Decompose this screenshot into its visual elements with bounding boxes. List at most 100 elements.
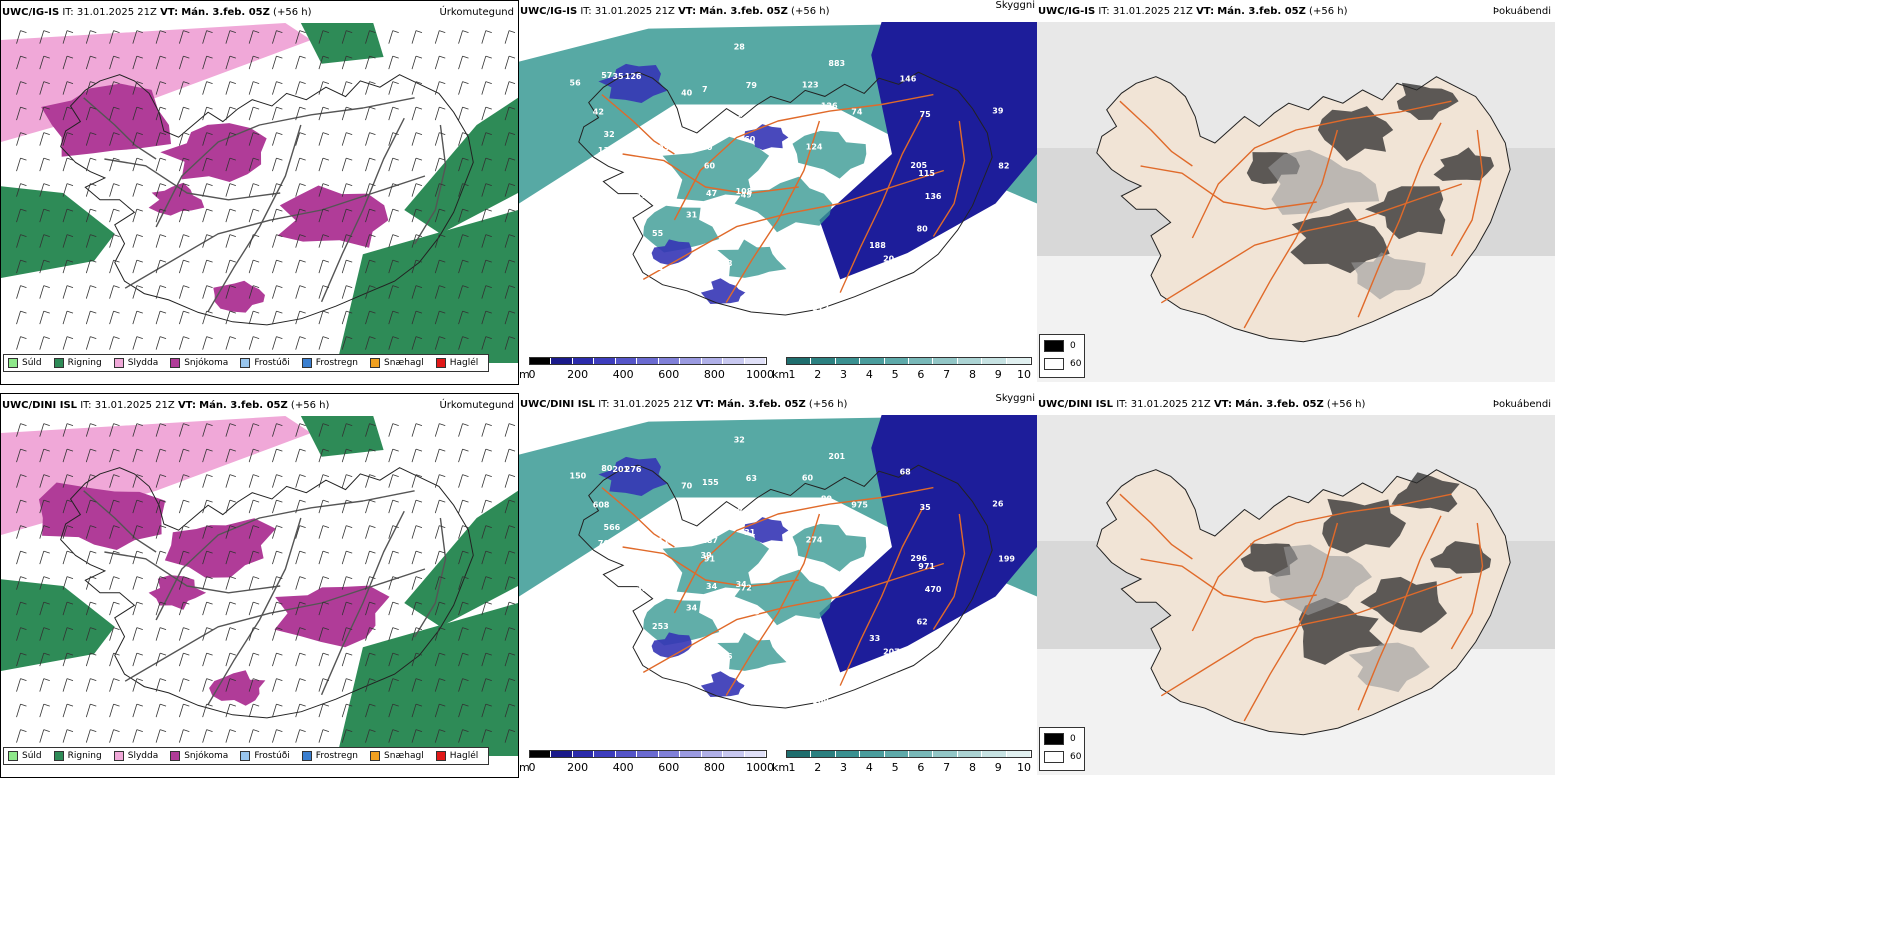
station-value: 88 xyxy=(821,281,833,290)
station-value: 164 xyxy=(957,261,974,270)
map-panel-fog-index-top: UWC/IG-IS IT: 31.01.2025 21Z VT: Mán. 3.… xyxy=(1037,0,1555,385)
legend-swatch xyxy=(301,358,312,368)
map-area xyxy=(1,23,518,363)
legend-item: Súld xyxy=(8,751,42,761)
legend-swatch xyxy=(370,751,381,761)
legend-item: Snæhagl xyxy=(370,751,424,761)
init-time: 31.01.2025 21Z xyxy=(1112,6,1193,17)
station-value: 111 xyxy=(652,537,669,546)
station-value: 62 xyxy=(766,682,777,691)
ceiling-tick: 200 xyxy=(567,761,589,774)
legend-label: Frostúði xyxy=(254,751,290,761)
station-value: 60 xyxy=(704,161,716,170)
station-value: 197 xyxy=(613,641,630,650)
visibility-tick: 8 xyxy=(968,368,976,381)
init-time: 31.01.2025 21Z xyxy=(94,400,175,411)
model-name: UWC/DINI ISL xyxy=(1038,399,1114,410)
legend-item: Slydda xyxy=(113,751,158,761)
station-value: 296 xyxy=(910,554,927,563)
visibility-unit: km xyxy=(772,368,790,381)
map-panel-precip-type-bottom: UWC/DINI ISL IT: 31.01.2025 21Z VT: Mán.… xyxy=(0,393,519,778)
station-value: 31 xyxy=(744,528,756,537)
ceiling-tick: 600 xyxy=(658,761,680,774)
legend-item: 60 xyxy=(1044,751,1081,763)
ceiling-tick: 800 xyxy=(703,761,725,774)
station-value: 126 xyxy=(625,72,642,81)
ceiling-tick: 200 xyxy=(567,368,589,381)
it-label: IT: xyxy=(1098,6,1110,17)
visibility-tick: 1 xyxy=(788,368,796,381)
station-value: 155 xyxy=(702,478,719,487)
legend-swatch xyxy=(240,751,251,761)
init-time: 31.01.2025 21Z xyxy=(594,6,675,17)
station-value: 62 xyxy=(655,127,666,136)
map-area: 231 220 274 150 199 197 187 59 296 274 253 164 62 68 6… xyxy=(519,415,1037,745)
ceiling-tick: 1000 xyxy=(746,761,774,774)
station-value: 41 xyxy=(708,215,720,224)
station-value: 136 xyxy=(718,203,735,212)
vt-label: VT: xyxy=(695,399,714,410)
station-value: 21 xyxy=(872,154,884,163)
ceiling-tick: 400 xyxy=(612,368,634,381)
station-value: 971 xyxy=(918,562,935,571)
vt-label: VT: xyxy=(1196,6,1215,17)
station-value: 199 xyxy=(998,555,1015,564)
station-value: 62 xyxy=(917,618,928,627)
station-value: 60 xyxy=(802,473,814,482)
lead-time: (+56 h) xyxy=(1326,399,1366,410)
legend-label: Rigning xyxy=(67,751,102,761)
station-value: 89 xyxy=(894,654,906,663)
visibility-tick: 8 xyxy=(968,761,976,774)
legend-swatch xyxy=(370,358,381,368)
station-value: 184 xyxy=(647,264,664,273)
legend-swatch xyxy=(1044,733,1064,745)
run-header: UWC/DINI ISL IT: 31.01.2025 21Z VT: Mán.… xyxy=(2,400,329,412)
station-value: 38 xyxy=(605,239,617,248)
station-value: 65 xyxy=(679,273,691,282)
station-value: 201 xyxy=(828,452,845,461)
panel-title: Úrkomutegund xyxy=(439,400,514,411)
legend-item: Haglél xyxy=(435,358,479,368)
station-value: 32 xyxy=(734,436,745,445)
init-time: 31.01.2025 21Z xyxy=(1130,399,1211,410)
station-value: 48 xyxy=(664,138,676,147)
panel-title: Skyggni xyxy=(995,393,1035,404)
legend-swatch xyxy=(113,358,124,368)
panel-title: Þokuábendi xyxy=(1492,6,1551,17)
station-value: 233 xyxy=(605,632,622,641)
legend-swatch xyxy=(8,751,18,761)
panel-title: Úrkomutegund xyxy=(439,7,514,18)
map-area xyxy=(1,416,518,756)
station-value: 35 xyxy=(603,315,615,324)
station-value: 60 xyxy=(744,135,756,144)
station-value: 26 xyxy=(721,652,733,661)
station-value: 188 xyxy=(869,241,886,250)
map-panel-visibility-bottom: UWC/DINI ISL IT: 31.01.2025 21Z VT: Mán.… xyxy=(519,393,1037,778)
run-header: UWC/IG-IS IT: 31.01.2025 21Z VT: Mán. 3.… xyxy=(1038,6,1347,18)
station-value: 47 xyxy=(706,189,717,198)
legend-label: Haglél xyxy=(449,358,479,368)
station-value: 167 xyxy=(894,261,911,270)
visibility-strip xyxy=(786,357,1032,365)
map-area: 116 115 124 56 82 131 185 143 205 62 55 164 209 191 14… xyxy=(519,22,1037,352)
visibility-tick: 9 xyxy=(994,761,1002,774)
legend-item: 0 xyxy=(1044,340,1076,352)
station-value: 126 xyxy=(823,291,840,300)
station-value: 80 xyxy=(601,464,613,473)
station-value: 191 xyxy=(844,306,861,315)
station-value: 26 xyxy=(992,500,1004,509)
station-value: 115 xyxy=(918,169,935,178)
station-value: 48 xyxy=(721,259,733,268)
station-value: 39 xyxy=(636,584,648,593)
legend-label: Snjókoma xyxy=(184,751,229,761)
station-value: 34 xyxy=(686,604,698,613)
station-value: 59 xyxy=(605,606,617,615)
legend-swatch xyxy=(435,751,446,761)
station-value: 74 xyxy=(851,107,863,116)
visibility-tick: 6 xyxy=(917,761,925,774)
station-value: 20 xyxy=(883,255,895,264)
station-value: 37 xyxy=(872,547,883,556)
station-value: 201 xyxy=(612,465,629,474)
ceiling-colorbar: m 0 200 400 600 800 1000 xyxy=(519,750,774,774)
map-svg xyxy=(1037,22,1555,382)
